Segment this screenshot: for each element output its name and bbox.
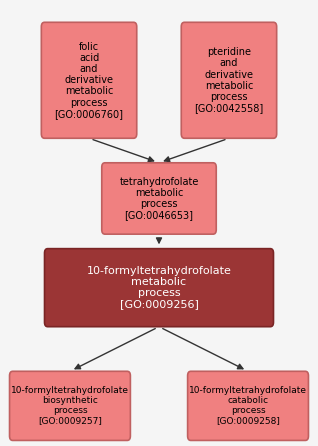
FancyBboxPatch shape <box>181 22 277 138</box>
FancyBboxPatch shape <box>45 249 273 326</box>
Text: tetrahydrofolate
metabolic
process
[GO:0046653]: tetrahydrofolate metabolic process [GO:0… <box>119 177 199 220</box>
Text: 10-formyltetrahydrofolate
catabolic
process
[GO:0009258]: 10-formyltetrahydrofolate catabolic proc… <box>189 386 307 425</box>
Text: 10-formyltetrahydrofolate
metabolic
process
[GO:0009256]: 10-formyltetrahydrofolate metabolic proc… <box>86 266 232 310</box>
Text: pteridine
and
derivative
metabolic
process
[GO:0042558]: pteridine and derivative metabolic proce… <box>194 47 264 113</box>
FancyBboxPatch shape <box>10 371 130 441</box>
Text: folic
acid
and
derivative
metabolic
process
[GO:0006760]: folic acid and derivative metabolic proc… <box>55 41 123 119</box>
FancyBboxPatch shape <box>188 371 308 441</box>
FancyBboxPatch shape <box>102 163 216 234</box>
Text: 10-formyltetrahydrofolate
biosynthetic
process
[GO:0009257]: 10-formyltetrahydrofolate biosynthetic p… <box>11 386 129 425</box>
FancyBboxPatch shape <box>41 22 137 138</box>
